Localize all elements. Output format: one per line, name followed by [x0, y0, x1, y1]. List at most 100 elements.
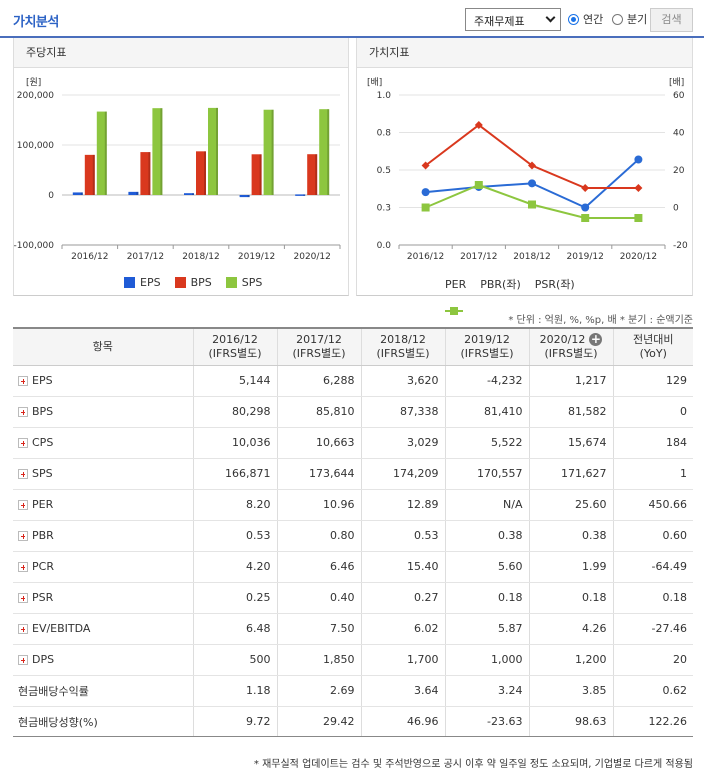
- row-label: CPS: [32, 436, 54, 449]
- table-cell: 3.85: [528, 675, 613, 707]
- table-cell: 1,000: [444, 644, 529, 676]
- table-cell: 0.18: [528, 582, 613, 614]
- table-cell: 10.96: [276, 489, 361, 521]
- table-cell: 6.02: [360, 613, 445, 645]
- header-sublabel: (IFRS별도): [208, 346, 262, 360]
- add-column-icon[interactable]: +: [589, 331, 603, 346]
- bar-eps: [128, 191, 139, 195]
- page-title: 가치분석: [13, 15, 59, 30]
- table-cell: 5.87: [444, 613, 529, 645]
- unit-note: * 단위 : 억원, %, %p, 배 * 분기 : 순액기준: [508, 315, 693, 326]
- table-cell: 1.99: [528, 551, 613, 583]
- header-label: 2020/12 +: [539, 331, 603, 346]
- legend-label: BPS: [190, 276, 212, 289]
- bar-shade: [315, 154, 318, 195]
- line-chart-legend: PER PBR(좌) PSR(좌): [445, 276, 589, 315]
- row-label-cell[interactable]: SPS: [13, 458, 193, 490]
- row-label-cell[interactable]: PBR: [13, 520, 193, 552]
- radio-quarter-label: 분기: [627, 13, 648, 26]
- valuation-panel: 가치지표 [배] [배] 1.0 60 0.8 40 0.5 20 0.3 0 0.0 -20 2016…: [356, 38, 693, 315]
- statement-select-value: 주재무제표: [474, 15, 525, 28]
- table-row: EPS 5,144 6,288 3,620 -4,232 1,217 129: [13, 365, 693, 397]
- bar-eps: [239, 195, 250, 198]
- radio-annual[interactable]: 연간: [568, 11, 603, 27]
- row-label-cell[interactable]: DPS: [13, 644, 193, 676]
- table-row: PSR 0.25 0.40 0.27 0.18 0.18 0.18: [13, 582, 693, 614]
- legend-label: SPS: [241, 276, 263, 289]
- bar-chart-legend: EPS BPS SPS: [124, 276, 276, 289]
- statement-select[interactable]: 주재무제표: [465, 8, 561, 31]
- radio-off-icon: [612, 13, 623, 25]
- y-tick-label: 200,000: [17, 91, 54, 101]
- expand-plus-icon[interactable]: [18, 655, 28, 665]
- row-label: PBR: [32, 529, 54, 542]
- radio-annual-label: 연간: [583, 13, 604, 26]
- table-cell: 10,036: [192, 427, 277, 459]
- header-label: 항목: [92, 339, 113, 353]
- table-cell: 46.96: [360, 706, 445, 737]
- table-cell: 0.62: [612, 675, 693, 707]
- pbr-point: [474, 121, 483, 129]
- table-row: PCR 4.20 6.46 15.40 5.60 1.99 -64.49: [13, 551, 693, 583]
- y-tick-label-right: 60: [673, 91, 685, 101]
- header-sublabel: (IFRS별도): [460, 346, 514, 360]
- legend-swatch: [225, 277, 237, 288]
- row-label-cell[interactable]: BPS: [13, 396, 193, 428]
- search-button[interactable]: 검색: [650, 8, 693, 32]
- row-label: DPS: [32, 653, 55, 666]
- expand-plus-icon[interactable]: [18, 531, 28, 541]
- analysis-header: 가치분석 주재무제표 연간 분기 검색: [0, 0, 704, 38]
- expand-plus-icon[interactable]: [18, 376, 28, 386]
- legend-item: EPS: [124, 276, 161, 289]
- table-row: 현금배당수익률 1.18 2.69 3.64 3.24 3.85 0.62: [13, 675, 693, 707]
- expand-plus-icon[interactable]: [18, 624, 28, 634]
- legend-item: PBR(좌): [445, 276, 521, 315]
- legend-item: SPS: [225, 276, 263, 289]
- y-tick-label-right: 40: [673, 129, 685, 139]
- expand-plus-icon[interactable]: [18, 469, 28, 479]
- radio-quarter[interactable]: 분기: [612, 11, 647, 27]
- bar-shade: [271, 109, 274, 195]
- expand-plus-icon[interactable]: [18, 500, 28, 510]
- expand-plus-icon[interactable]: [18, 438, 28, 448]
- row-label-cell[interactable]: EPS: [13, 365, 193, 397]
- x-tick-label: 2020/12: [294, 252, 331, 262]
- y-axis-unit-right: [배]: [669, 77, 684, 88]
- x-tick-label: 2016/12: [407, 252, 444, 262]
- expand-plus-icon[interactable]: [18, 562, 28, 572]
- table-cell: 173,644: [276, 458, 361, 490]
- table-cell: 5,144: [192, 365, 277, 397]
- y-tick-label-left: 0.3: [377, 204, 391, 214]
- per-share-panel: 주당지표 [원] 200,000 100,000 0 -100,000 2016/12 20…: [13, 38, 349, 296]
- table-cell: 129: [612, 365, 693, 397]
- row-label-cell[interactable]: PCR: [13, 551, 193, 583]
- bar-eps: [295, 194, 306, 196]
- row-label-cell[interactable]: EV/EBITDA: [13, 613, 193, 645]
- table-cell: 3,620: [360, 365, 445, 397]
- table-cell: 81,582: [528, 396, 613, 428]
- table-cell: 81,410: [444, 396, 529, 428]
- expand-plus-icon[interactable]: [18, 407, 28, 417]
- psr-point: [634, 214, 643, 222]
- row-label: PCR: [32, 560, 54, 573]
- radio-on-icon: [568, 13, 579, 25]
- row-label-cell[interactable]: CPS: [13, 427, 193, 459]
- row-label-cell[interactable]: PSR: [13, 582, 193, 614]
- expand-plus-icon[interactable]: [18, 593, 28, 603]
- table-cell: 10,663: [276, 427, 361, 459]
- x-tick-label: 2018/12: [513, 252, 550, 262]
- bar-shade: [136, 191, 139, 195]
- table-cell: 170,557: [444, 458, 529, 490]
- row-label-cell[interactable]: PER: [13, 489, 193, 521]
- table-row: SPS 166,871 173,644 174,209 170,557 171,627 1: [13, 458, 693, 490]
- row-label: 현금배당수익률: [18, 684, 89, 698]
- legend-swatch: [174, 277, 186, 288]
- header-period: 2018/12 (IFRS별도): [360, 329, 445, 366]
- header-period: 2016/12 (IFRS별도): [192, 329, 277, 366]
- table-cell: 1,200: [528, 644, 613, 676]
- legend-marker-icon: [445, 307, 463, 315]
- bar-sps: [96, 111, 107, 195]
- table-cell: 0.38: [528, 520, 613, 552]
- table-cell: 8.20: [192, 489, 277, 521]
- row-label: PER: [32, 498, 54, 511]
